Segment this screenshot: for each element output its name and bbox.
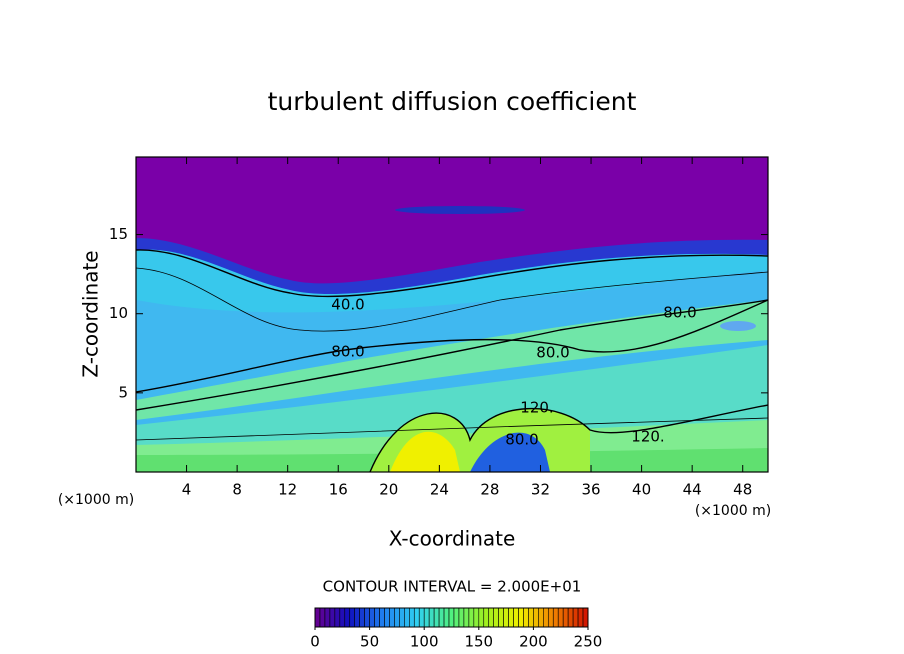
colorbar-cell xyxy=(369,607,375,628)
colorbar-cell xyxy=(443,607,450,628)
colorbar-cell xyxy=(379,607,385,628)
colorbar-cell xyxy=(399,607,405,628)
contour-field xyxy=(136,157,768,472)
y-tick-label: 10 xyxy=(109,304,128,322)
colorbar-cell xyxy=(349,607,356,628)
colorbar-cell xyxy=(513,607,519,628)
colorbar-cell xyxy=(438,607,445,628)
colorbar-cell xyxy=(448,607,455,628)
x-tick-label: 4 xyxy=(182,481,192,499)
contour-label: 40.0 xyxy=(331,296,364,314)
y-tick-label: 15 xyxy=(109,225,128,243)
colorbar-cell xyxy=(389,607,395,628)
colorbar-cell xyxy=(562,607,569,628)
contour-label: 80.0 xyxy=(505,431,538,449)
colorbar-cell xyxy=(473,607,480,628)
colorbar-cell xyxy=(547,607,554,628)
colorbar-tick-label: 100 xyxy=(410,633,439,651)
x-tick-label: 28 xyxy=(480,481,499,499)
colorbar-cell xyxy=(468,607,475,628)
colorbar-cell xyxy=(577,607,584,628)
colorbar-cell xyxy=(567,607,574,628)
y-unit: (×1000 m) xyxy=(58,492,134,508)
contour-label: 120. xyxy=(520,399,553,417)
colorbar-cell xyxy=(428,607,435,628)
x-unit: (×1000 m) xyxy=(695,503,771,519)
plot-frame xyxy=(135,156,769,473)
colorbar-cell xyxy=(364,607,370,628)
x-tick-label: 16 xyxy=(329,481,348,499)
colorbar-cell xyxy=(533,607,539,628)
colorbar-cell xyxy=(488,607,494,628)
colorbar-cell xyxy=(339,607,346,628)
x-tick-label: 36 xyxy=(581,481,600,499)
colorbar-cell xyxy=(543,607,549,628)
colorbar-frame xyxy=(314,607,589,628)
colorbar-cell xyxy=(314,607,321,628)
colorbar-cell xyxy=(453,607,460,628)
x-axis-label: X-coordinate xyxy=(389,527,516,551)
colorbar-cell xyxy=(319,607,326,628)
colorbar-cell xyxy=(344,607,351,628)
y-axis-label: Z-coordinate xyxy=(79,250,103,377)
colorbar-cell xyxy=(523,607,529,628)
colorbar-cell xyxy=(483,607,490,628)
x-tick-label: 44 xyxy=(683,481,702,499)
colorbar-cell xyxy=(498,607,504,628)
colorbar-cell xyxy=(518,607,524,628)
colorbar-tick-label: 250 xyxy=(574,633,603,651)
x-tick-label: 24 xyxy=(430,481,449,499)
colorbar-tick-label: 150 xyxy=(464,633,493,651)
x-tick-label: 40 xyxy=(632,481,651,499)
colorbar-tick-label: 0 xyxy=(310,633,320,651)
contour-interval: CONTOUR INTERVAL = 2.000E+01 xyxy=(323,578,582,596)
colorbar-cell xyxy=(394,607,400,628)
contour-label: 80.0 xyxy=(663,304,696,322)
contour-label: 80.0 xyxy=(536,344,569,362)
colorbar-cell xyxy=(463,607,470,628)
colorbar-cell xyxy=(324,607,331,628)
y-tick-label: 5 xyxy=(118,383,128,401)
colorbar-cell xyxy=(478,607,485,628)
colorbar-cell xyxy=(374,607,380,628)
colorbar-cell xyxy=(359,607,365,628)
x-tick-label: 12 xyxy=(278,481,297,499)
contour-label: 80.0 xyxy=(331,343,364,361)
x-tick-label: 32 xyxy=(531,481,550,499)
colorbar-cell xyxy=(433,607,440,628)
colorbar-cell xyxy=(329,607,336,628)
colorbar-cell xyxy=(409,607,415,628)
colorbar-tick-label: 200 xyxy=(519,633,548,651)
colorbar-cell xyxy=(418,607,425,628)
colorbar-cell xyxy=(423,607,430,628)
colorbar-tick-label: 50 xyxy=(360,633,379,651)
colorbar-cell xyxy=(528,607,534,628)
chart-title: turbulent diffusion coefficient xyxy=(268,87,637,116)
colorbar-cell xyxy=(404,607,410,628)
colorbar-cell xyxy=(354,607,360,628)
colorbar-cell xyxy=(334,607,341,628)
colorbar-cell xyxy=(557,607,564,628)
colorbar-cell xyxy=(384,607,390,628)
colorbar-cell xyxy=(572,607,579,628)
contour-label: 120. xyxy=(631,428,664,446)
colorbar-cell xyxy=(413,607,420,628)
colorbar-cell xyxy=(493,607,499,628)
colorbar-cell xyxy=(582,607,589,628)
x-tick-label: 48 xyxy=(733,481,752,499)
x-tick-label: 8 xyxy=(232,481,242,499)
colorbar-cell xyxy=(552,607,559,628)
colorbar-cell xyxy=(538,607,544,628)
colorbar-cell xyxy=(503,607,509,628)
colorbar-cell xyxy=(458,607,465,628)
colorbar-cell xyxy=(508,607,514,628)
x-tick-label: 20 xyxy=(379,481,398,499)
